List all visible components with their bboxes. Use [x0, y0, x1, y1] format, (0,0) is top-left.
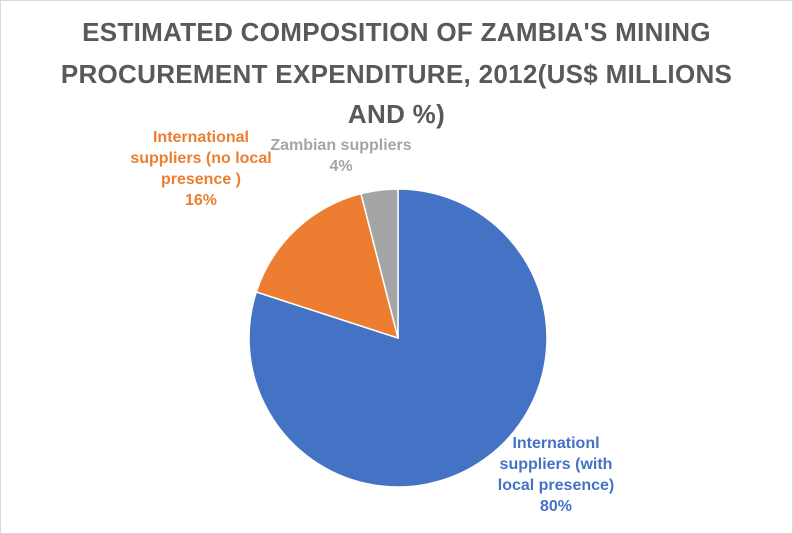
slice-label-line: local presence)	[497, 477, 615, 494]
slice-label-line: Zambian suppliers	[270, 137, 412, 154]
slice-label-line: presence )	[160, 171, 242, 188]
slice-value-label: 4%	[329, 158, 353, 175]
slice-label-line: suppliers (with	[499, 456, 613, 473]
slice-value-label: 16%	[184, 192, 218, 209]
chart-title-line-3: AND %)	[347, 99, 446, 129]
slice-value-label: 80%	[539, 498, 573, 515]
slice-label-line: International	[152, 129, 249, 146]
slice-label-zambian: Zambian suppliers 4%	[263, 135, 419, 177]
chart-title-line-1: ESTIMATED COMPOSITION OF ZAMBIA'S MINING	[82, 17, 711, 47]
slice-label-line: Internationl	[512, 435, 600, 452]
chart-title-line-2: PROCUREMENT EXPENDITURE, 2012(US$ MILLIO…	[60, 59, 733, 89]
pie-slice-international-no-local	[255, 192, 400, 340]
slice-label-international-no-local: International suppliers (no local presen…	[111, 127, 291, 211]
slice-label-international-with-local: Internationl suppliers (with local prese…	[471, 433, 641, 517]
pie-slice-zambian	[360, 188, 399, 339]
slice-label-line: suppliers (no local	[130, 150, 272, 167]
